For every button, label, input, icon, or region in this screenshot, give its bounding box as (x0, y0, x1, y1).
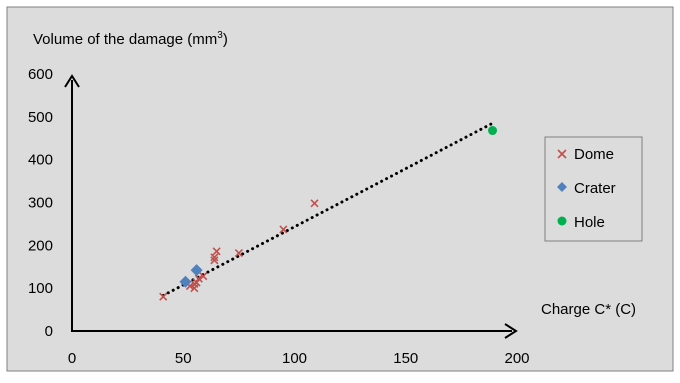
y-axis-title-suffix: ) (223, 31, 228, 48)
point-dome-stroke (185, 281, 194, 291)
legend-label-hole: Hole (574, 214, 605, 231)
point-dome (279, 225, 288, 234)
point-dome (199, 272, 208, 281)
point-crater (179, 275, 192, 288)
point-dome-stroke (192, 278, 201, 287)
legend-marker-x-icon (557, 149, 567, 159)
legend-item-dome: Dome (557, 146, 614, 163)
y-tick-label: 200 (28, 237, 53, 254)
point-dome-stroke (210, 253, 219, 262)
point-dome-stroke (210, 256, 219, 265)
y-tick-label: 500 (28, 109, 53, 126)
point-dome-stroke (310, 199, 319, 208)
data-points-layer (159, 126, 498, 301)
legend-marker-diamond-icon (557, 182, 567, 192)
legend-label-dome: Dome (574, 146, 614, 163)
point-dome (210, 253, 219, 262)
point-dome-stroke (279, 225, 288, 234)
y-tick-labels: 0 100 200 300 400 500 600 (28, 66, 53, 340)
point-dome (159, 292, 168, 301)
point-crater (190, 264, 203, 277)
y-axis-title-superscript: 3 (217, 30, 223, 41)
point-dome-stroke (194, 274, 203, 283)
legend: Dome Crater Hole (544, 136, 643, 242)
y-axis-title: Volume of the damage (mm3) (33, 30, 228, 48)
point-dome-stroke (234, 248, 243, 258)
x-tick-labels: 0 50 100 150 200 (68, 350, 530, 367)
x-tick-label: 200 (504, 350, 529, 367)
x-tick-label: 50 (175, 350, 192, 367)
y-tick-label: 300 (28, 195, 53, 212)
y-axis-arrowhead (64, 74, 80, 88)
point-hole (488, 126, 498, 136)
trendline (161, 121, 495, 297)
legend-marker-circle-icon (557, 216, 567, 226)
trendline-layer (161, 121, 495, 297)
point-dome-stroke (199, 272, 208, 281)
point-dome-stroke (159, 292, 168, 301)
legend-label-crater: Crater (574, 180, 616, 197)
point-dome (192, 278, 201, 287)
x-tick-label: 150 (393, 350, 418, 367)
point-dome (210, 256, 219, 265)
point-dome-stroke (212, 247, 221, 256)
x-tick-label: 100 (282, 350, 307, 367)
y-tick-label: 100 (28, 280, 53, 297)
point-dome (234, 248, 243, 258)
x-tick-label: 0 (68, 350, 76, 367)
legend-item-hole: Hole (557, 214, 605, 231)
point-dome (310, 199, 319, 208)
y-tick-label: 400 (28, 152, 53, 169)
point-dome (212, 247, 221, 256)
y-axis-title-main: Volume of the damage (mm (33, 31, 217, 48)
legend-item-crater: Crater (557, 180, 616, 197)
x-axis-arrowhead (504, 323, 518, 339)
x-axis-title: Charge C* (C) (541, 301, 636, 318)
y-tick-label: 600 (28, 66, 53, 83)
point-dome (194, 274, 203, 283)
y-tick-label: 0 (45, 323, 53, 340)
